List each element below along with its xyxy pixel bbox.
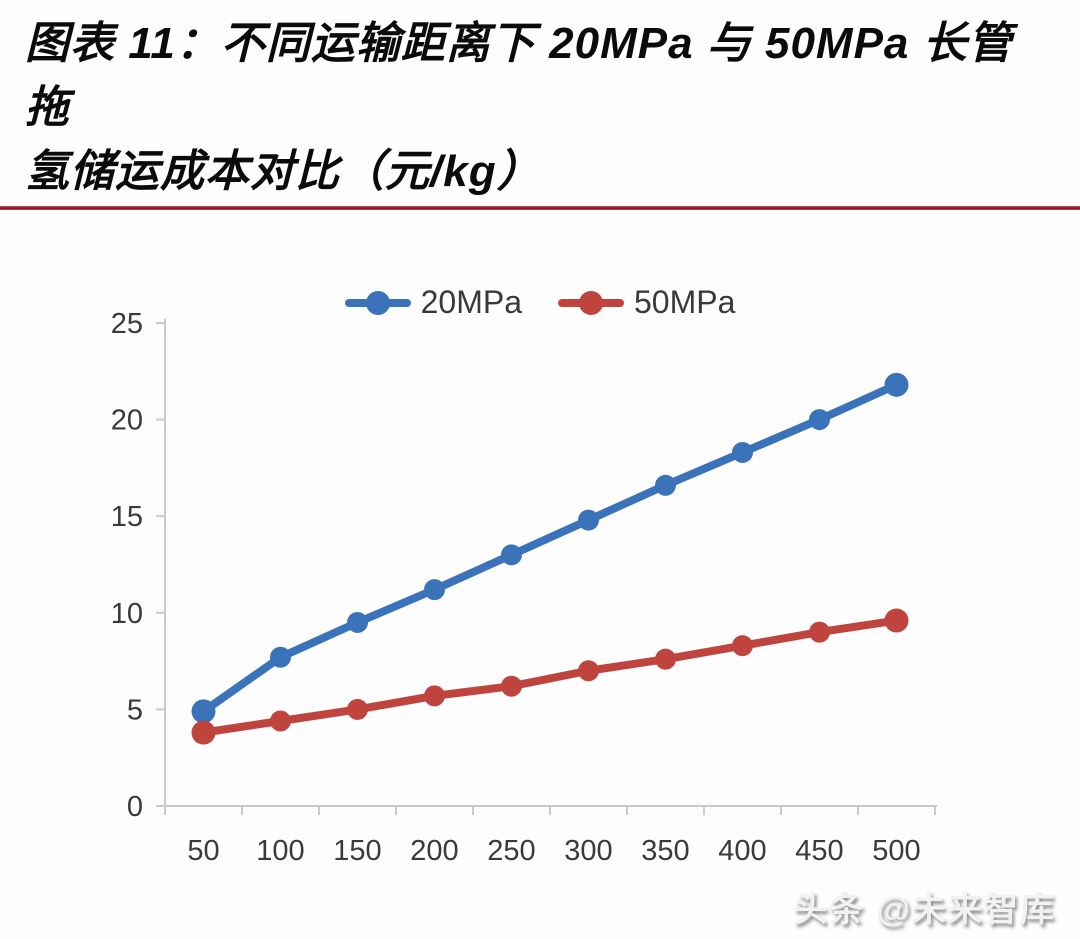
data-point-50MPa-150 xyxy=(347,698,368,720)
data-point-20MPa-250 xyxy=(501,544,522,566)
y-tick-label: 20 xyxy=(111,405,143,437)
x-tick-label: 500 xyxy=(872,835,920,867)
legend-item-50mpa: 50MPa xyxy=(558,284,735,321)
x-tick-label: 450 xyxy=(795,835,843,867)
title-divider-rule xyxy=(0,206,1080,210)
legend-item-20mpa: 20MPa xyxy=(344,284,522,321)
data-point-50MPa-400 xyxy=(732,635,753,657)
legend-dot-50mpa-icon xyxy=(579,290,603,315)
data-point-50MPa-100 xyxy=(270,710,291,732)
data-point-20MPa-300 xyxy=(578,509,599,531)
data-point-50MPa-350 xyxy=(655,648,676,670)
data-point-50MPa-450 xyxy=(809,621,830,643)
x-tick-label: 250 xyxy=(487,835,535,867)
data-point-20MPa-100 xyxy=(270,646,291,668)
figure-title-line-2: 氢储运成本对比（元/kg） xyxy=(25,147,542,196)
data-point-50MPa-300 xyxy=(578,660,599,682)
data-point-50MPa-50 xyxy=(191,720,216,745)
legend-line-marker-20mpa-icon xyxy=(344,290,411,315)
legend-label-20mpa: 20MPa xyxy=(420,284,522,320)
data-point-50MPa-500 xyxy=(884,608,909,633)
legend-line-marker-50mpa-icon xyxy=(558,290,624,315)
x-tick-label: 150 xyxy=(333,835,381,867)
chart-area: 0 5 10 15 20 25 50 100 150 200 250 300 350 400 450 500 … xyxy=(0,210,1080,939)
y-tick-label: 5 xyxy=(127,694,143,726)
data-point-50MPa-250 xyxy=(501,675,522,697)
data-point-20MPa-200 xyxy=(424,579,445,601)
series-line-50MPa xyxy=(199,616,901,737)
data-point-50MPa-200 xyxy=(424,685,445,707)
figure-title-line-1: 图表 11：不同运输距离下 20MPa 与 50MPa 长管拖 xyxy=(25,19,1013,132)
x-tick-label: 350 xyxy=(641,835,689,867)
figure-title: 图表 11：不同运输距离下 20MPa 与 50MPa 长管拖 氢储运成本对比（… xyxy=(0,0,1080,204)
watermark: 头条 @未来智库 xyxy=(793,891,1056,929)
y-tick-label: 10 xyxy=(111,598,143,630)
line-chart: 0 5 10 15 20 25 50 100 150 200 250 300 350 400 450 500 xyxy=(111,308,937,867)
legend-dot-20mpa-icon xyxy=(365,290,390,315)
y-tick-label: 25 xyxy=(111,308,143,340)
y-tick-label: 0 xyxy=(127,791,143,823)
x-tick-label: 100 xyxy=(256,835,304,867)
data-point-20MPa-500 xyxy=(884,372,909,397)
y-tick-label: 15 xyxy=(111,501,143,533)
chart-legend: 20MPa 50MPa xyxy=(0,284,1080,321)
x-tick-label: 300 xyxy=(564,835,612,867)
x-tick-label: 400 xyxy=(718,835,766,867)
data-point-20MPa-350 xyxy=(655,474,676,496)
data-point-20MPa-400 xyxy=(732,441,753,463)
x-tick-label: 50 xyxy=(187,835,219,867)
series-line-20MPa xyxy=(199,380,901,716)
data-point-20MPa-450 xyxy=(809,409,830,431)
legend-label-50mpa: 50MPa xyxy=(634,284,736,320)
data-point-20MPa-150 xyxy=(347,611,368,633)
x-tick-label: 200 xyxy=(410,835,458,867)
data-point-20MPa-50 xyxy=(191,699,216,724)
